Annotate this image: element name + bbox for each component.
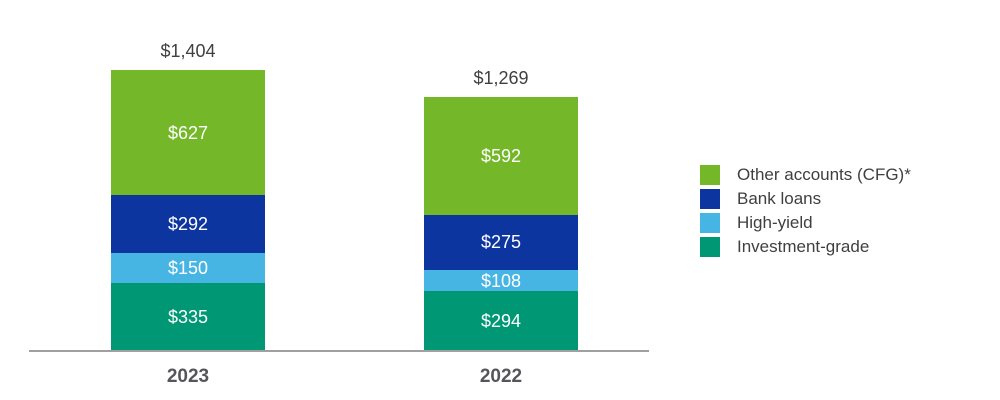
- segment-bank-loans-2022: $275: [424, 215, 578, 270]
- segment-value-label: $108: [480, 270, 522, 291]
- legend: Other accounts (CFG)* Bank loans High-yiel…: [700, 165, 911, 261]
- segment-value-label: $592: [480, 145, 522, 166]
- segment-other-accounts-cfg-2022: $592: [424, 96, 578, 215]
- legend-swatch-bank-loans: [700, 189, 720, 209]
- category-label-2022: 2022: [479, 366, 523, 387]
- segment-value-label: $275: [480, 232, 522, 253]
- segment-value-label: $627: [167, 122, 209, 143]
- segment-high-yield-2022: $108: [424, 269, 578, 292]
- segment-value-label: $294: [480, 310, 522, 331]
- segment-investment-grade-2023: $335: [111, 283, 265, 350]
- bar-2022: $294 $108 $275 $592: [424, 96, 578, 350]
- legend-label: Investment-grade: [737, 237, 870, 256]
- segment-investment-grade-2022: $294: [424, 291, 578, 350]
- legend-label: Bank loans: [737, 189, 822, 208]
- segment-bank-loans-2023: $292: [111, 195, 265, 254]
- bar-total-label-2022: $1,269: [473, 67, 529, 88]
- legend-item-bank-loans: Bank loans: [700, 189, 911, 209]
- bar-total-label-2023: $1,404: [160, 41, 216, 61]
- legend-label: Other accounts (CFG)*: [737, 165, 911, 184]
- legend-item-other-accounts-cfg: Other accounts (CFG)*: [700, 165, 911, 185]
- legend-item-high-yield: High-yield: [700, 213, 911, 233]
- segment-value-label: $335: [167, 306, 209, 327]
- x-axis-line: [29, 350, 649, 352]
- category-label-2023: 2023: [166, 366, 210, 387]
- segment-value-label: $150: [167, 258, 209, 279]
- segment-value-label: $292: [167, 214, 209, 235]
- segment-high-yield-2023: $150: [111, 253, 265, 284]
- segment-other-accounts-cfg-2023: $627: [111, 70, 265, 196]
- legend-label: High-yield: [737, 213, 813, 232]
- bar-2023: $335 $150 $292 $627: [111, 70, 265, 350]
- legend-swatch-investment-grade: [700, 237, 720, 257]
- legend-swatch-high-yield: [700, 213, 720, 233]
- legend-item-investment-grade: Investment-grade: [700, 237, 911, 257]
- legend-swatch-other-accounts-cfg: [700, 165, 720, 185]
